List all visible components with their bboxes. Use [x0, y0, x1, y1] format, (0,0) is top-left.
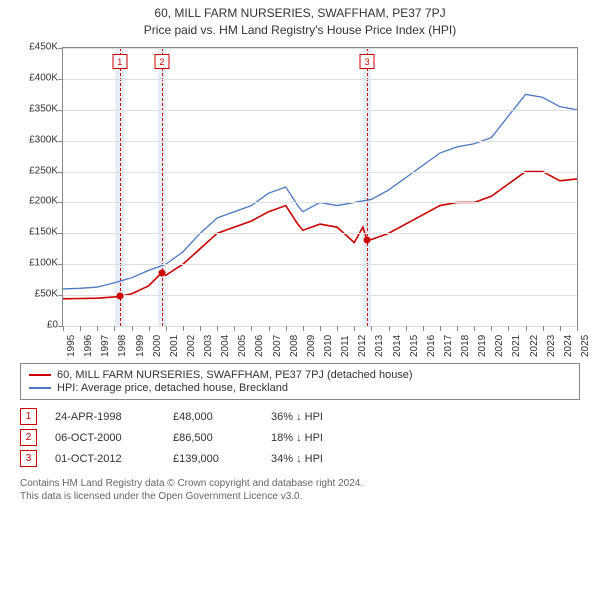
x-axis-label: 2019: [477, 335, 488, 357]
series-line-property: [63, 172, 577, 299]
y-axis-label: £350K: [18, 103, 58, 114]
y-axis-label: £450K: [18, 42, 58, 53]
x-axis-label: 1999: [135, 335, 146, 357]
event-marker: 1: [112, 54, 127, 69]
table-row: 3 01-OCT-2012 £139,000 34% ↓ HPI: [20, 450, 580, 467]
transaction-diff: 36% ↓ HPI: [271, 411, 323, 423]
x-axis-label: 2001: [169, 335, 180, 357]
legend-swatch-hpi: [29, 387, 51, 389]
transaction-price: £48,000: [173, 411, 253, 423]
x-axis-label: 2012: [357, 335, 368, 357]
sale-point-marker: [364, 237, 371, 244]
y-axis-label: £0: [18, 320, 58, 331]
x-axis-label: 2009: [306, 335, 317, 357]
x-axis-label: 2017: [443, 335, 454, 357]
legend-item-hpi: HPI: Average price, detached house, Brec…: [29, 382, 571, 394]
footer-line: Contains HM Land Registry data © Crown c…: [20, 477, 580, 490]
x-axis-label: 2000: [152, 335, 163, 357]
y-axis-label: £250K: [18, 165, 58, 176]
x-axis-label: 2011: [340, 335, 351, 357]
table-row: 2 06-OCT-2000 £86,500 18% ↓ HPI: [20, 429, 580, 446]
x-axis-label: 2005: [237, 335, 248, 357]
chart-container: £0 £50K £100K £150K £200K £250K £300K £350K £400…: [20, 47, 580, 357]
legend-item-property: 60, MILL FARM NURSERIES, SWAFFHAM, PE37 …: [29, 369, 571, 381]
x-axis-label: 2003: [203, 335, 214, 357]
x-axis-label: 2002: [186, 335, 197, 357]
transaction-date: 24-APR-1998: [55, 411, 155, 423]
chart-title-address: 60, MILL FARM NURSERIES, SWAFFHAM, PE37 …: [10, 6, 590, 20]
x-axis-label: 1997: [100, 335, 111, 357]
x-axis: 1995 1996 1997 1998 1999 2000 2001 2002 2003 2004…: [62, 329, 578, 359]
series-line-hpi: [63, 94, 577, 289]
plot-area: 1 2 3: [62, 47, 578, 327]
x-axis-label: 2008: [289, 335, 300, 357]
x-axis-label: 2018: [460, 335, 471, 357]
footer-attribution: Contains HM Land Registry data © Crown c…: [20, 477, 580, 503]
transaction-marker-icon: 2: [20, 429, 37, 446]
x-axis-label: 2016: [426, 335, 437, 357]
plot-svg: [63, 48, 577, 326]
legend-label-property: 60, MILL FARM NURSERIES, SWAFFHAM, PE37 …: [57, 369, 413, 381]
x-axis-label: 2013: [374, 335, 385, 357]
x-axis-label: 2010: [323, 335, 334, 357]
legend-swatch-property: [29, 374, 51, 376]
x-axis-label: 1998: [117, 335, 128, 357]
y-axis-label: £100K: [18, 258, 58, 269]
event-marker: 3: [360, 54, 375, 69]
chart-title-subtitle: Price paid vs. HM Land Registry's House …: [10, 23, 590, 37]
event-marker: 2: [154, 54, 169, 69]
transaction-table: 1 24-APR-1998 £48,000 36% ↓ HPI 2 06-OCT…: [20, 408, 580, 467]
x-axis-label: 2023: [546, 335, 557, 357]
transaction-marker-icon: 1: [20, 408, 37, 425]
x-axis-label: 2022: [529, 335, 540, 357]
y-axis-label: £50K: [18, 289, 58, 300]
legend-label-hpi: HPI: Average price, detached house, Brec…: [57, 382, 288, 394]
x-axis-label: 2020: [494, 335, 505, 357]
x-axis-label: 2004: [220, 335, 231, 357]
transaction-diff: 34% ↓ HPI: [271, 453, 323, 465]
y-axis: £0£50K£100K£150K£200K£250K£300K£350K£400…: [20, 47, 60, 327]
x-axis-label: 2024: [563, 335, 574, 357]
y-axis-label: £200K: [18, 196, 58, 207]
sale-point-marker: [158, 269, 165, 276]
legend: 60, MILL FARM NURSERIES, SWAFFHAM, PE37 …: [20, 363, 580, 400]
x-axis-label: 2014: [392, 335, 403, 357]
x-axis-label: 2025: [580, 335, 591, 357]
transaction-date: 06-OCT-2000: [55, 432, 155, 444]
x-axis-label: 2006: [254, 335, 265, 357]
x-axis-label: 2021: [511, 335, 522, 357]
transaction-price: £86,500: [173, 432, 253, 444]
transaction-diff: 18% ↓ HPI: [271, 432, 323, 444]
x-axis-label: 1996: [83, 335, 94, 357]
y-axis-label: £300K: [18, 134, 58, 145]
sale-point-marker: [116, 293, 123, 300]
x-axis-label: 2007: [272, 335, 283, 357]
transaction-marker-icon: 3: [20, 450, 37, 467]
x-axis-label: 2015: [409, 335, 420, 357]
y-axis-label: £400K: [18, 72, 58, 83]
y-axis-label: £150K: [18, 227, 58, 238]
table-row: 1 24-APR-1998 £48,000 36% ↓ HPI: [20, 408, 580, 425]
transaction-price: £139,000: [173, 453, 253, 465]
footer-line: This data is licensed under the Open Gov…: [20, 490, 580, 503]
x-axis-label: 1995: [66, 335, 77, 357]
transaction-date: 01-OCT-2012: [55, 453, 155, 465]
